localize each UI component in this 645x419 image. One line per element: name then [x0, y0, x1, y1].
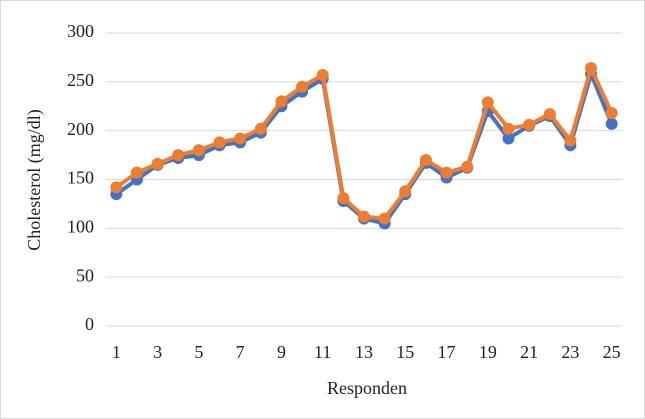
x-tick-label: 9 — [277, 342, 286, 362]
x-tick-label: 11 — [314, 342, 331, 362]
y-tick-label: 0 — [85, 314, 94, 334]
data-point — [151, 157, 164, 170]
data-point — [275, 95, 288, 108]
data-point — [399, 185, 412, 198]
data-point — [502, 122, 515, 135]
y-tick-label: 300 — [67, 21, 94, 41]
y-tick-label: 50 — [76, 265, 94, 285]
x-tick-label: 19 — [479, 342, 497, 362]
y-tick-label: 200 — [67, 119, 94, 139]
x-tick-label: 7 — [236, 342, 245, 362]
data-point — [337, 192, 350, 205]
data-point — [481, 96, 494, 109]
data-point — [461, 160, 474, 173]
x-axis-label: Responden — [327, 378, 407, 398]
y-tick-label: 250 — [67, 70, 94, 90]
data-point — [254, 122, 267, 135]
y-tick-label: 100 — [67, 216, 94, 236]
data-point — [419, 153, 432, 166]
data-point — [564, 134, 577, 147]
data-point — [605, 107, 618, 120]
x-tick-label: 17 — [438, 342, 456, 362]
data-point — [585, 62, 598, 75]
x-tick-label: 21 — [520, 342, 538, 362]
data-point — [234, 132, 247, 145]
data-point — [440, 166, 453, 179]
x-tick-label: 13 — [355, 342, 373, 362]
data-point — [172, 149, 185, 162]
data-point — [358, 210, 370, 223]
data-point — [605, 117, 618, 130]
y-axis-label: Cholesterol (mg/dl) — [24, 109, 45, 250]
x-tick-label: 1 — [112, 342, 121, 362]
data-point — [110, 181, 123, 194]
data-point — [130, 166, 143, 179]
data-point — [316, 68, 329, 81]
data-point — [502, 132, 515, 145]
data-point — [192, 144, 205, 157]
x-tick-label: 3 — [153, 342, 162, 362]
x-tick-label: 25 — [603, 342, 621, 362]
data-point — [543, 108, 556, 121]
x-tick-label: 15 — [396, 342, 414, 362]
x-tick-label: 23 — [561, 342, 579, 362]
y-tick-label: 150 — [67, 168, 94, 188]
data-point — [296, 80, 309, 93]
x-tick-label: 5 — [194, 342, 203, 362]
data-point — [213, 136, 226, 149]
data-point — [378, 212, 391, 225]
data-point — [523, 118, 536, 131]
